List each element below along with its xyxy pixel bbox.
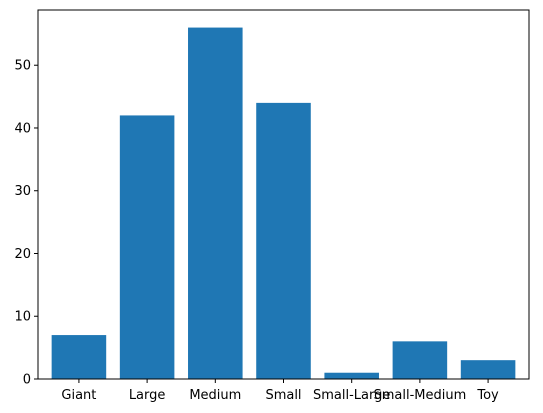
- y-tick-label: 30: [14, 184, 31, 199]
- bar-small: [256, 102, 311, 379]
- x-tick-label: Small-Medium: [373, 388, 466, 403]
- bar-large: [119, 115, 175, 379]
- x-tick-label: Giant: [61, 388, 96, 403]
- bar-giant: [51, 335, 107, 379]
- x-tick-label: Small-Large: [313, 388, 390, 403]
- x-axis: Giant Large Medium Small Small-LargeSmall-Me…: [61, 379, 499, 403]
- bar-medium: [188, 27, 243, 379]
- y-tick-label: 10: [14, 310, 31, 325]
- bar-small-medium: [392, 341, 448, 379]
- x-tick-label: Medium: [189, 388, 241, 403]
- x-tick-label: Large: [129, 388, 166, 403]
- x-tick-label: Toy: [476, 388, 499, 403]
- y-tick-label: 0: [23, 373, 31, 388]
- y-tick-label: 40: [14, 121, 31, 136]
- x-tick-label: Small: [265, 388, 301, 403]
- y-tick-label: 20: [14, 247, 31, 262]
- y-tick-label: 50: [14, 59, 31, 74]
- y-axis: 0 10 20 30 40 50: [14, 59, 38, 388]
- bar-small-large: [324, 372, 379, 379]
- bars-group: [51, 27, 516, 379]
- bar-toy: [460, 360, 516, 379]
